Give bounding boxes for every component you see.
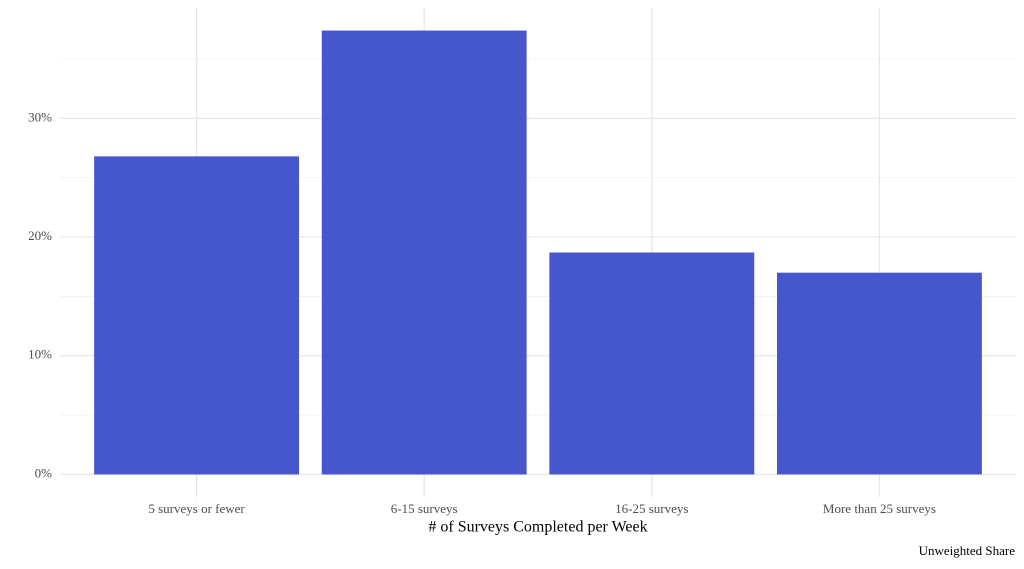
bar [94, 156, 300, 475]
bar [321, 30, 527, 475]
caption: Unweighted Share [919, 543, 1016, 558]
y-tick-label: 10% [28, 347, 52, 362]
x-axis-title: # of Surveys Completed per Week [428, 519, 647, 536]
bar [549, 252, 755, 475]
y-tick-label: 30% [28, 109, 52, 124]
y-tick-label: 0% [35, 465, 53, 480]
x-tick-label: 5 surveys or fewer [148, 501, 245, 516]
x-tick-label: More than 25 surveys [823, 501, 936, 516]
x-tick-label: 16-25 surveys [615, 501, 688, 516]
bar [777, 272, 982, 475]
y-tick-label: 20% [28, 228, 52, 243]
x-tick-label: 6-15 surveys [391, 501, 458, 516]
